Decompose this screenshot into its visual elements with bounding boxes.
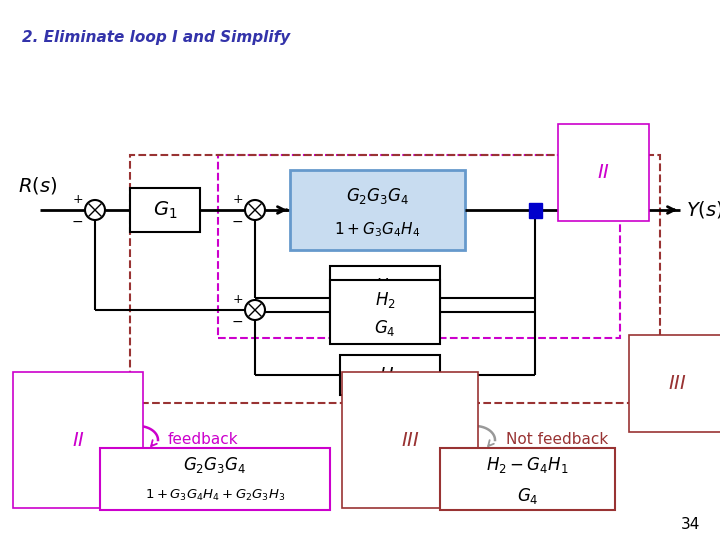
Text: $II$: $II$ <box>71 430 84 449</box>
Text: $-$: $-$ <box>231 214 243 228</box>
Text: $H_1$: $H_1$ <box>379 365 401 385</box>
Text: $1+G_3G_4H_4+G_2G_3H_3$: $1+G_3G_4H_4+G_2G_3H_3$ <box>145 488 285 503</box>
Text: $III$: $III$ <box>400 430 419 449</box>
Bar <box>340 355 440 395</box>
Circle shape <box>85 200 105 220</box>
Circle shape <box>245 300 265 320</box>
Text: $II$: $II$ <box>597 163 610 182</box>
Text: $-$: $-$ <box>231 314 243 328</box>
Bar <box>528 202 541 218</box>
Text: $H_2$: $H_2$ <box>374 291 395 310</box>
Text: $R(s)$: $R(s)$ <box>18 175 58 196</box>
Text: $G_2G_3G_4$: $G_2G_3G_4$ <box>184 455 246 475</box>
Text: $+$: $+$ <box>72 193 83 206</box>
Bar <box>130 188 200 232</box>
Bar <box>130 155 660 403</box>
Text: Not feedback: Not feedback <box>506 433 608 448</box>
Text: $Y(s)$: $Y(s)$ <box>686 199 720 220</box>
Bar <box>330 280 440 344</box>
Text: $-$: $-$ <box>71 214 83 228</box>
Text: $G_4$: $G_4$ <box>374 318 396 338</box>
Text: $+$: $+$ <box>232 293 243 306</box>
Bar <box>330 266 440 330</box>
Bar <box>218 155 620 338</box>
Bar <box>290 170 465 250</box>
Circle shape <box>245 200 265 220</box>
Text: $+$: $+$ <box>232 193 243 206</box>
Text: $G_4$: $G_4$ <box>374 304 396 324</box>
Text: $H_3$: $H_3$ <box>374 276 395 296</box>
Text: $1+G_3G_4H_4$: $1+G_3G_4H_4$ <box>335 221 420 239</box>
Bar <box>100 448 330 510</box>
Text: $H_2-G_4H_1$: $H_2-G_4H_1$ <box>486 455 569 475</box>
Text: feedback: feedback <box>168 433 238 448</box>
Bar <box>440 448 615 510</box>
Text: 34: 34 <box>680 517 700 532</box>
Text: $III$: $III$ <box>668 374 687 393</box>
Text: $G_2G_3G_4$: $G_2G_3G_4$ <box>346 186 409 206</box>
Text: $G_1$: $G_1$ <box>153 199 177 221</box>
Text: $G_4$: $G_4$ <box>517 486 539 506</box>
Text: 2. Eliminate loop I and Simplify: 2. Eliminate loop I and Simplify <box>22 30 290 45</box>
